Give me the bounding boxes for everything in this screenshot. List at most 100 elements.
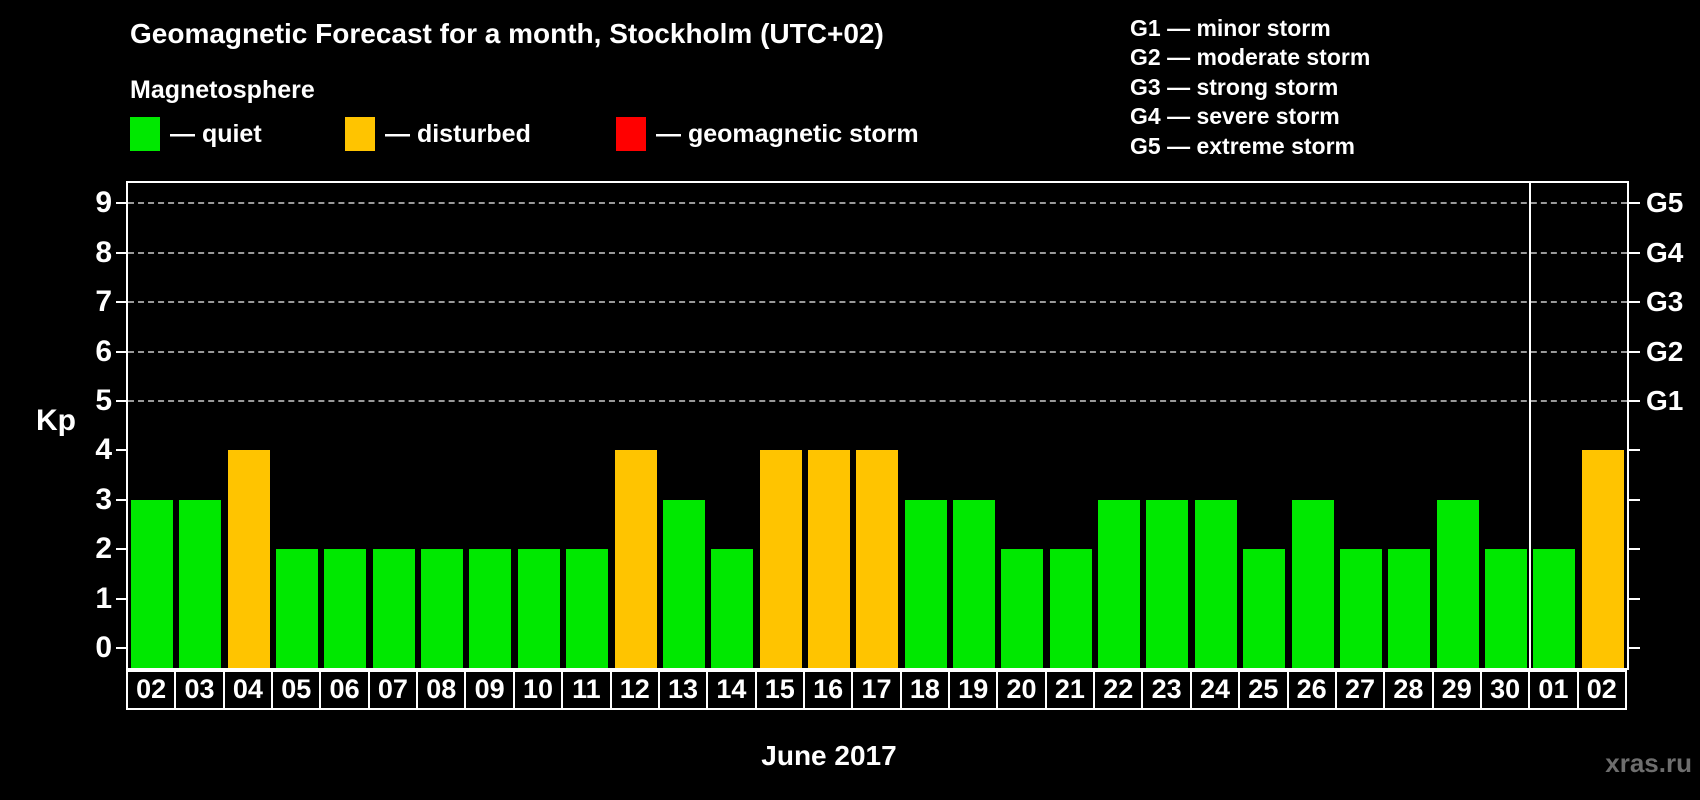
day-box-18-16: 18: [899, 670, 951, 710]
gridline-kp8: [128, 251, 1627, 254]
y-axis-label: Kp: [36, 404, 76, 437]
day-box-13-11: 13: [657, 670, 709, 710]
day-box-21-19: 21: [1044, 670, 1096, 710]
kp-bar-day-14: [711, 549, 754, 668]
day-box-03-1: 03: [174, 670, 225, 710]
day-box-20-18: 20: [996, 670, 1047, 710]
day-box-16-14: 16: [802, 670, 854, 710]
right-axis-tick-5: [1627, 400, 1640, 402]
kp-bar-day-12: [614, 450, 657, 668]
day-box-08-6: 08: [416, 670, 467, 710]
kp-bar-day-15: [759, 450, 802, 668]
right-axis-label-G4: G4: [1646, 236, 1684, 268]
y-axis-tick-label-1: 1: [95, 581, 112, 615]
storm-scale-line-2: G2 — moderate storm: [1130, 44, 1371, 71]
y-axis-tick-9: [116, 202, 128, 205]
kp-bar-day-11: [566, 549, 609, 668]
right-axis-tick-1: [1627, 597, 1640, 600]
kp-bar-day-06: [324, 549, 367, 668]
gridline-kp9: [128, 202, 1627, 205]
right-axis-tick-6: [1627, 350, 1640, 353]
kp-bar-day-20: [1001, 549, 1044, 668]
kp-bar-day-08: [421, 549, 464, 668]
kp-bar-day-10: [517, 549, 560, 668]
day-box-26-24: 26: [1286, 670, 1337, 710]
storm-scale-line-1: G1 — minor storm: [1130, 15, 1331, 41]
day-box-06-4: 06: [319, 670, 370, 710]
right-axis-label-G2: G2: [1646, 335, 1684, 367]
day-box-17-15: 17: [851, 670, 902, 710]
y-axis-tick-label-0: 0: [95, 631, 112, 664]
right-axis-tick-9: [1627, 202, 1640, 205]
y-axis-tick-label-5: 5: [95, 384, 112, 417]
kp-bar-day-23: [1146, 499, 1189, 668]
legend-label-disturbed: — disturbed: [385, 120, 531, 148]
y-axis-tick-label-2: 2: [95, 532, 112, 566]
chart-subtitle: Magnetosphere: [130, 76, 315, 104]
day-box-28-26: 28: [1383, 670, 1434, 710]
y-axis-tick-7: [116, 301, 128, 304]
kp-bar-day-05: [276, 549, 319, 668]
kp-bar-day-19: [953, 499, 996, 668]
day-box-02-30: 02: [1576, 670, 1627, 710]
legend-swatch-storm: [616, 117, 646, 151]
kp-bar-day-16: [807, 450, 850, 668]
right-axis-tick-2: [1627, 548, 1640, 551]
kp-bar-day-24: [1194, 499, 1237, 668]
gridline-kp5: [128, 400, 1627, 402]
day-box-22-20: 22: [1093, 670, 1144, 710]
gridline-kp6: [128, 350, 1627, 353]
kp-bar-day-02: [131, 499, 173, 668]
day-box-30-28: 30: [1479, 670, 1531, 710]
day-box-24-22: 24: [1189, 670, 1241, 710]
right-axis-label-G5: G5: [1646, 187, 1684, 219]
day-box-23-21: 23: [1141, 670, 1192, 710]
storm-scale-line-4: G4 — severe storm: [1130, 103, 1340, 130]
gridline-kp7: [128, 301, 1627, 304]
day-box-02-0: 02: [126, 670, 177, 710]
kp-bar-day-18: [904, 499, 947, 668]
kp-bar-day-30: [1484, 549, 1527, 668]
kp-bar-day-03: [179, 499, 222, 668]
kp-bar-day-13: [662, 499, 705, 668]
day-box-27-25: 27: [1334, 670, 1386, 710]
storm-scale-legend: G1 — minor storm G2 — moderate storm G3 — …: [1130, 14, 1370, 161]
day-box-04-2: 04: [222, 670, 274, 710]
storm-scale-line-5: G5 — extreme storm: [1130, 132, 1355, 159]
right-axis-tick-4: [1627, 449, 1640, 452]
y-axis-tick-label-7: 7: [95, 285, 112, 319]
kp-bar-day-04: [227, 450, 270, 668]
day-box-19-17: 19: [948, 670, 999, 710]
day-box-07-5: 07: [367, 670, 419, 710]
legend-label-quiet: — quiet: [170, 120, 262, 148]
y-axis-tick-6: [116, 350, 128, 353]
day-box-11-9: 11: [561, 670, 612, 710]
kp-bar-day-09: [469, 549, 512, 668]
y-axis-tick-label-6: 6: [95, 334, 112, 368]
day-box-29-27: 29: [1431, 670, 1482, 710]
kp-bar-day-27: [1339, 549, 1382, 668]
day-box-09-7: 09: [464, 670, 515, 710]
y-axis-tick-4: [116, 449, 128, 452]
x-axis-label: June 2017: [761, 740, 897, 771]
legend-swatch-disturbed: [345, 117, 375, 151]
legend-label-storm: — geomagnetic storm: [656, 120, 919, 148]
y-axis-tick-0: [116, 647, 128, 649]
y-axis-tick-3: [116, 498, 128, 501]
storm-scale-line-3: G3 — strong storm: [1130, 73, 1339, 100]
kp-bar-day-02: [1581, 450, 1624, 668]
watermark: xras.ru: [1605, 748, 1692, 778]
right-axis-tick-3: [1627, 498, 1640, 501]
month-separator-line: [1529, 183, 1532, 668]
day-box-10-8: 10: [512, 670, 564, 710]
right-axis-tick-7: [1627, 301, 1640, 304]
kp-bar-day-26: [1291, 499, 1334, 668]
day-box-15-13: 15: [754, 670, 805, 710]
y-axis-tick-5: [116, 400, 128, 402]
right-axis-label-G1: G1: [1646, 385, 1684, 416]
day-box-14-12: 14: [706, 670, 757, 710]
kp-bar-day-28: [1388, 549, 1431, 668]
day-box-05-3: 05: [271, 670, 322, 710]
plot-area: [126, 181, 1629, 670]
